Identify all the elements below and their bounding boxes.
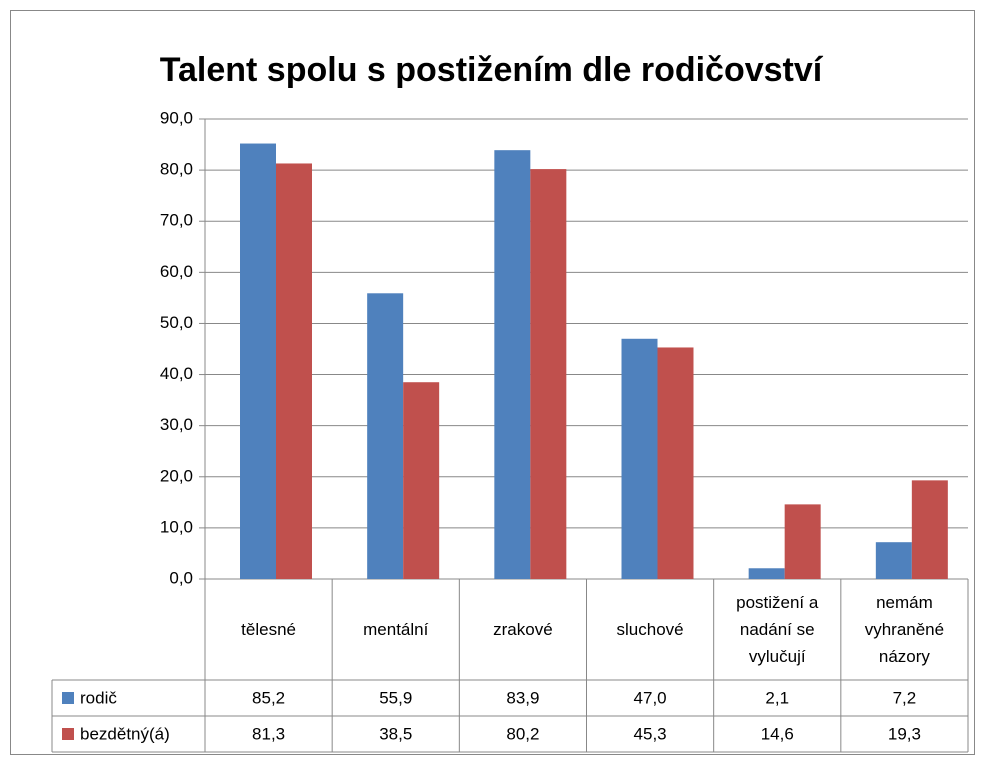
x-tick-label-box: tělesné <box>241 620 296 639</box>
x-tick-label: nemám vyhraněné názory <box>864 593 945 666</box>
x-tick-label-box: mentální <box>363 620 429 639</box>
y-tick-label: 50,0 <box>160 313 193 332</box>
y-tick-label: 0,0 <box>169 568 193 587</box>
table-value: 19,3 <box>888 724 921 743</box>
legend-label: bezdětný(á) <box>80 724 170 743</box>
table-value: 85,2 <box>252 688 285 707</box>
table-value: 45,3 <box>634 724 667 743</box>
table-value: 80,2 <box>506 724 539 743</box>
y-tick-label: 80,0 <box>160 160 193 179</box>
legend-key <box>62 692 74 704</box>
y-tick-label: 40,0 <box>160 364 193 383</box>
x-tick-label: mentální <box>363 620 429 639</box>
bar <box>621 338 658 579</box>
x-tick-label-box: postižení a nadání se vylučují <box>736 593 819 666</box>
table-value: 55,9 <box>379 688 412 707</box>
x-tick-label: zrakové <box>493 620 553 639</box>
bar <box>240 143 276 580</box>
x-tick-label-box: nemám vyhraněné názory <box>864 593 945 666</box>
chart-title: Talent spolu s postižením dle rodičovstv… <box>160 51 824 89</box>
table-value: 81,3 <box>252 724 285 743</box>
y-tick-label: 70,0 <box>160 211 193 230</box>
x-tick-label: postižení a nadání se vylučují <box>736 593 819 666</box>
x-tick-label: sluchové <box>616 620 684 639</box>
table-value: 14,6 <box>761 724 794 743</box>
bar <box>530 169 567 580</box>
x-tick-label-box: zrakové <box>493 620 553 639</box>
bar <box>276 163 312 579</box>
y-tick-label: 90,0 <box>160 108 193 127</box>
table-value: 83,9 <box>506 688 539 707</box>
bar <box>784 504 821 579</box>
bar <box>494 150 531 579</box>
legend-label: rodič <box>80 688 117 707</box>
table-value: 7,2 <box>893 688 917 707</box>
table-value: 2,1 <box>765 688 789 707</box>
y-tick-label: 60,0 <box>160 262 193 281</box>
x-tick-label-box: sluchové <box>616 620 684 639</box>
bar <box>367 293 404 579</box>
x-tick-label: tělesné <box>241 620 296 639</box>
legend-key <box>62 728 74 740</box>
table-value: 47,0 <box>634 688 667 707</box>
bar <box>875 542 912 579</box>
bar <box>748 568 785 579</box>
bar <box>657 347 694 579</box>
y-tick-label: 30,0 <box>160 415 193 434</box>
y-tick-label: 20,0 <box>160 466 193 485</box>
chart-border <box>10 10 975 755</box>
table-value: 38,5 <box>379 724 412 743</box>
bar <box>911 480 948 579</box>
y-tick-label: 10,0 <box>160 517 193 536</box>
bar <box>403 382 440 579</box>
